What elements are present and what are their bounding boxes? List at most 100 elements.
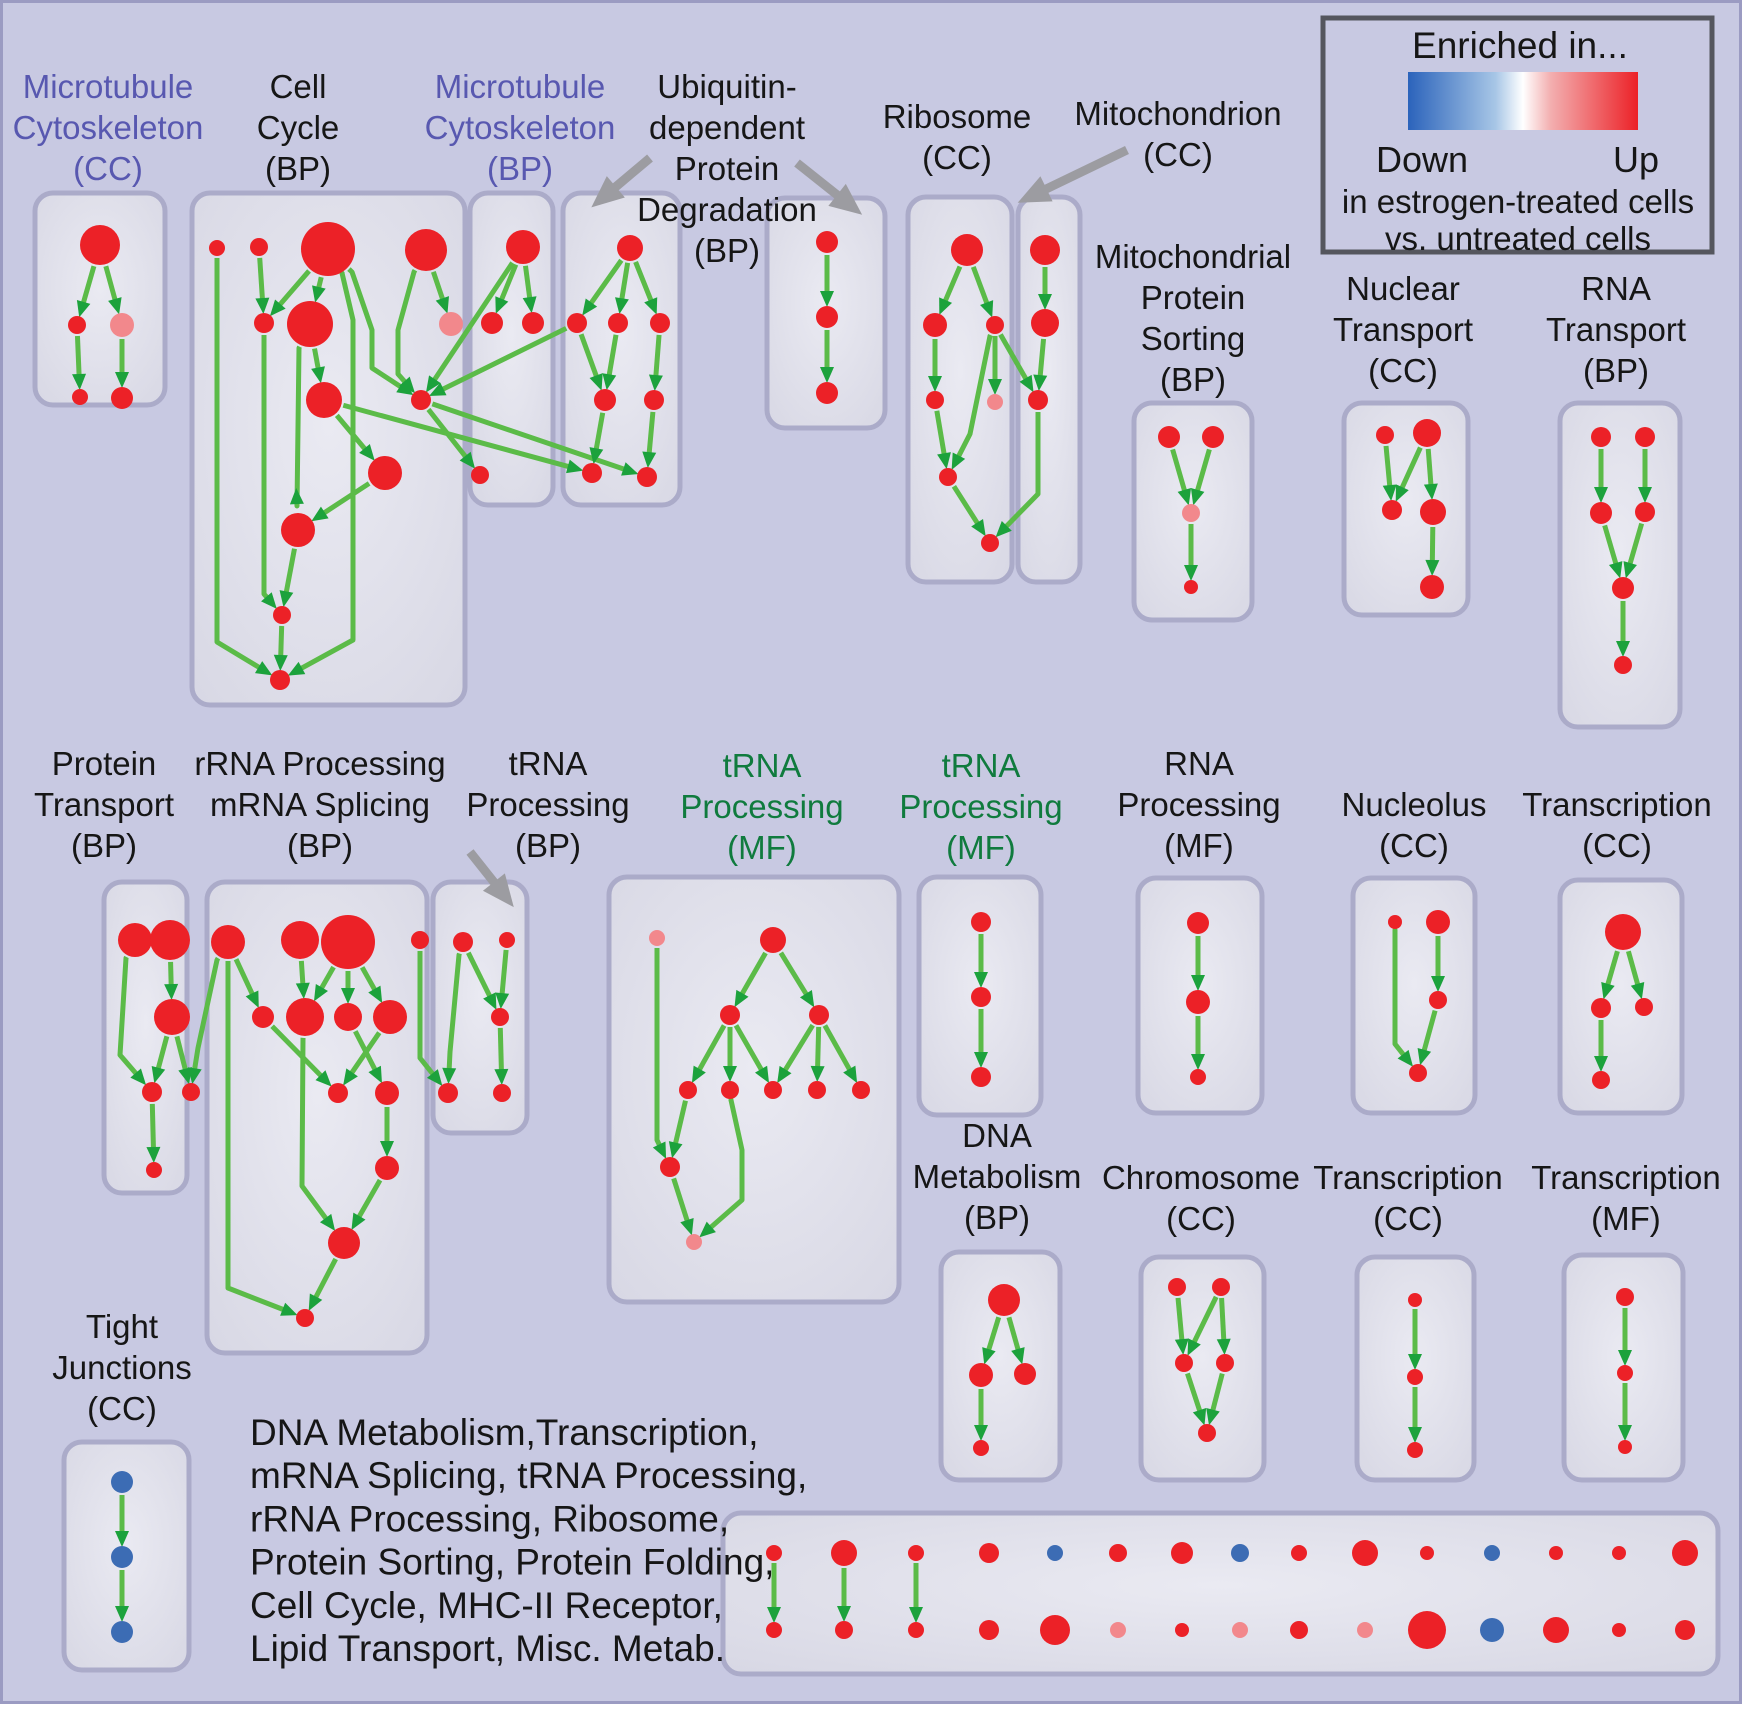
node-n2 [1413,419,1441,447]
node-r1 [951,234,983,266]
node-y1 [1388,915,1402,929]
node-b13b [1543,1617,1569,1643]
group-label-ubiquitin-degradation-bp-line2: dependent [649,109,805,146]
node-b7b [1175,1623,1189,1637]
group-label-trna-processing-mf-2-line2: Processing [899,788,1062,825]
node-b15t [1672,1540,1698,1566]
node-t2 [1635,427,1655,447]
node-rj2 [375,1156,399,1180]
group-label-tight-junctions-cc-line1: Tight [86,1308,158,1345]
node-h1 [1168,1278,1186,1296]
group-label-ribosome-cc-line2: (CC) [922,139,992,176]
node-x3 [1190,1069,1206,1085]
node-p4 [142,1082,162,1102]
group-label-transcription-mf-line2: (MF) [1591,1200,1661,1237]
group-label-transcription-cc-row2-line2: (CC) [1582,827,1652,864]
group-label-transcription-cc-row3-line2: (CC) [1373,1200,1443,1237]
node-rb [281,921,319,959]
node-r7 [981,534,999,552]
edge-mc2-mc4 [77,336,79,377]
group-label-cell-cycle-bp-line2: Cycle [257,109,340,146]
edge-mt2-mt3 [1040,339,1044,378]
footnote-line3: rRNA Processing, Ribosome, [250,1498,729,1539]
node-p1 [118,923,152,957]
edge-q3-qd [818,1027,819,1069]
node-c8 [306,382,342,418]
node-b3b [908,1622,924,1638]
group-label-ubiquitin-degradation-bp-line3: Protein [675,150,780,187]
node-d3 [1014,1363,1036,1385]
edge-c6-c11 [297,347,300,506]
group-label-protein-transport-bp-line3: (BP) [71,827,137,864]
node-u3 [608,313,628,333]
node-w1 [971,912,991,932]
node-z3 [1635,998,1653,1016]
group-label-nucleolus-cc-line2: (CC) [1379,827,1449,864]
node-b14b [1612,1623,1626,1637]
node-t5 [1612,577,1634,599]
node-t4 [1635,502,1655,522]
node-qc [764,1081,782,1099]
node-b4b [979,1620,999,1640]
node-s1 [1158,426,1180,448]
node-k2 [1617,1365,1633,1381]
node-r4 [926,391,944,409]
group-label-nucleolus-cc-line1: Nucleolus [1342,786,1487,823]
edge-p4-p6 [152,1104,153,1150]
node-rl [296,1309,314,1327]
node-z2 [1591,998,1611,1018]
group-label-trna-processing-bp-line3: (BP) [515,827,581,864]
group-box-misc-bottom [723,1513,1718,1674]
node-tb1 [453,932,473,952]
node-u5 [594,389,616,411]
node-tj3 [111,1621,133,1643]
node-b14t [1612,1546,1626,1560]
node-c10 [368,456,402,490]
node-s4 [1184,580,1198,594]
footnote-line1: DNA Metabolism,Transcription, [250,1412,759,1453]
footnote-line5: Cell Cycle, MHC-II Receptor, [250,1585,723,1626]
group-label-rrna-processing-mrna-splicing-bp-line1: rRNA Processing [194,745,445,782]
node-tj1 [111,1471,133,1493]
node-b8t [1231,1544,1249,1562]
node-c11 [281,513,315,547]
group-label-nuclear-transport-cc-line2: Transport [1333,311,1473,348]
node-tb5 [493,1084,511,1102]
group-label-mitochondrion-cc-line1: Mitochondrion [1074,95,1281,132]
node-q1 [760,927,786,953]
edge-c3-c6 [318,277,321,290]
edge-n2-n4 [1428,449,1431,487]
group-label-nuclear-transport-cc-line1: Nuclear [1346,270,1460,307]
node-t3 [1590,502,1612,524]
node-z1 [1605,914,1641,950]
node-x1 [1187,912,1209,934]
group-label-rrna-processing-mrna-splicing-bp-line3: (BP) [287,827,353,864]
node-tb4 [438,1083,458,1103]
node-s3 [1182,504,1200,522]
node-m1 [506,230,540,264]
node-b12t [1484,1545,1500,1561]
node-c12 [273,606,291,624]
group-label-tight-junctions-cc-line3: (CC) [87,1390,157,1427]
node-y3 [1429,991,1447,1009]
node-u1 [617,235,643,261]
group-label-transcription-cc-row3-line1: Transcription [1313,1159,1503,1196]
group-label-trna-processing-mf-1-line2: Processing [680,788,843,825]
group-label-trna-processing-bp-line2: Processing [466,786,629,823]
group-box-nuclear-transport-cc [1344,403,1468,615]
node-mt3 [1028,390,1048,410]
group-label-cell-cycle-bp-line1: Cell [270,68,327,105]
edge-c12-c13 [281,626,282,658]
node-d1 [988,1284,1020,1316]
node-c6 [287,301,333,347]
node-d2 [969,1363,993,1387]
group-label-dna-metabolism-bp-line1: DNA [962,1117,1032,1154]
node-b4t [979,1543,999,1563]
node-b3t [908,1545,924,1561]
node-c4 [405,229,447,271]
node-n4 [1420,499,1446,525]
node-rg [334,1003,362,1031]
node-tb2 [499,932,515,948]
group-box-chromosome-cc [1141,1257,1264,1480]
node-s2 [1202,426,1224,448]
